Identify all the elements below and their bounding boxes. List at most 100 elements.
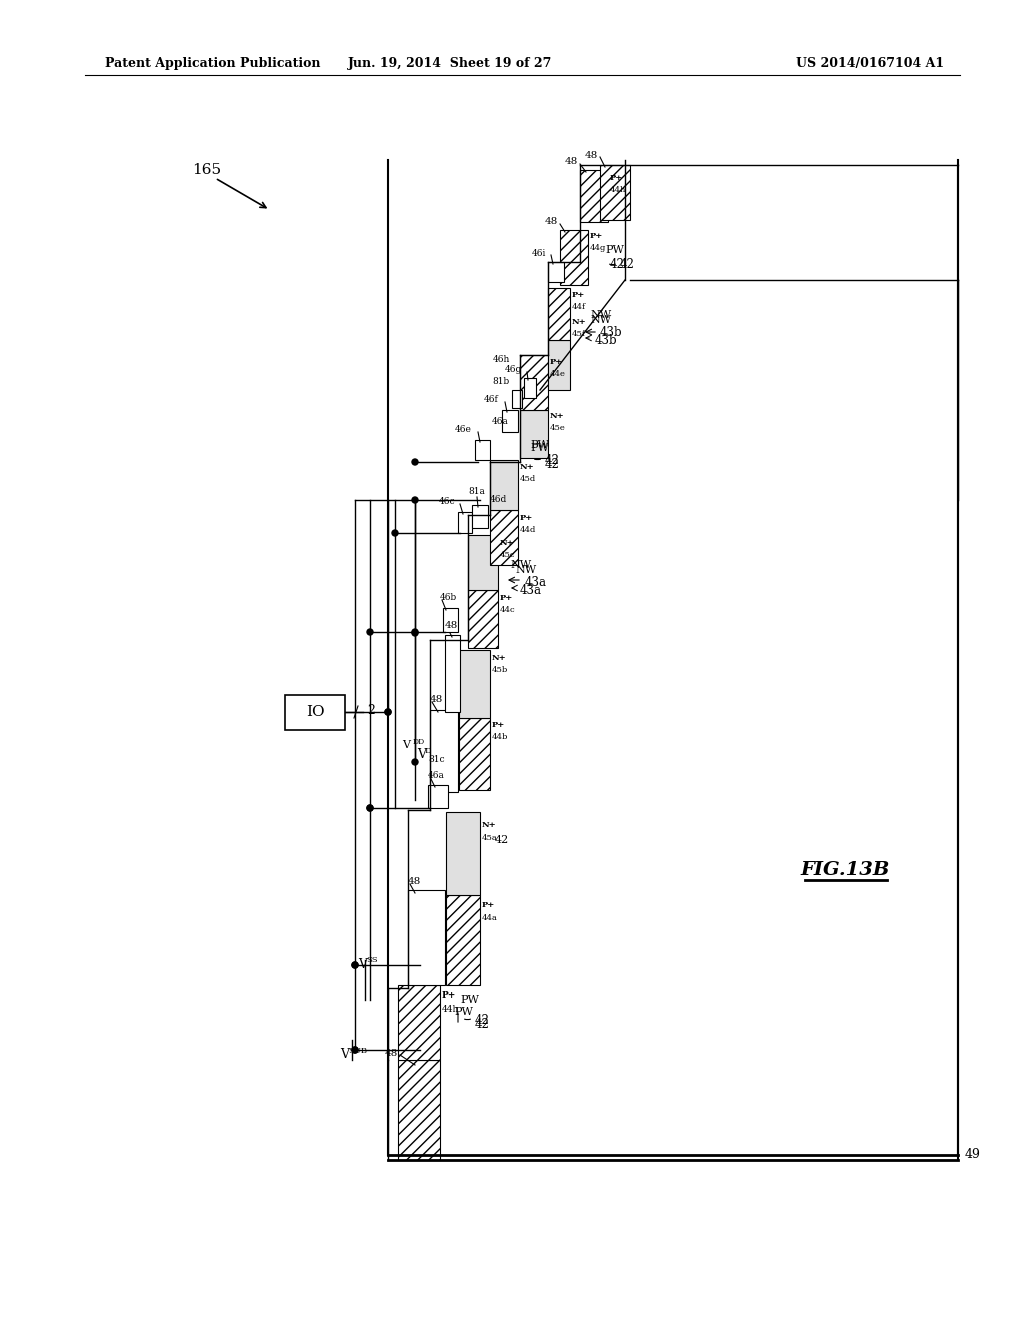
Text: 45b: 45b: [492, 667, 508, 675]
Text: 48: 48: [408, 878, 421, 887]
Bar: [520, 355, 548, 411]
Text: 44e: 44e: [550, 370, 566, 378]
Text: SUB: SUB: [348, 1047, 367, 1055]
Text: 48: 48: [430, 696, 443, 705]
Text: 48: 48: [565, 157, 578, 166]
Text: P+: P+: [610, 174, 624, 182]
Text: 46d: 46d: [490, 495, 507, 504]
Text: V: V: [417, 748, 426, 762]
Text: NW: NW: [515, 565, 537, 576]
Bar: [398, 1060, 440, 1160]
Text: N+: N+: [550, 412, 564, 420]
Text: 44g: 44g: [590, 244, 606, 252]
Bar: [600, 165, 630, 220]
Text: 48: 48: [385, 1048, 398, 1057]
Text: N+: N+: [482, 821, 497, 829]
Circle shape: [367, 805, 373, 810]
Text: 46g: 46g: [505, 366, 522, 375]
Text: 81c: 81c: [428, 755, 444, 764]
Text: 44h: 44h: [442, 1006, 460, 1015]
Text: 46h: 46h: [493, 355, 510, 364]
Circle shape: [352, 962, 358, 968]
Circle shape: [412, 630, 418, 635]
Text: P+: P+: [442, 991, 457, 1001]
Circle shape: [385, 709, 391, 715]
Text: 48: 48: [445, 620, 459, 630]
Bar: [475, 440, 490, 459]
Circle shape: [392, 531, 398, 536]
Bar: [285, 696, 345, 730]
Text: 42: 42: [495, 836, 509, 845]
Text: V: V: [358, 958, 367, 972]
Text: 46c: 46c: [438, 498, 455, 507]
Text: 42: 42: [475, 1014, 489, 1027]
Text: DD: DD: [425, 747, 438, 755]
Text: 42: 42: [610, 259, 625, 272]
Bar: [502, 411, 518, 432]
Text: 46i: 46i: [531, 248, 546, 257]
Text: P+: P+: [572, 290, 586, 300]
Text: 45f: 45f: [572, 330, 586, 338]
Bar: [446, 812, 480, 895]
Text: DD: DD: [413, 738, 425, 746]
Text: 43a: 43a: [525, 576, 547, 589]
Text: PW: PW: [530, 440, 549, 450]
Text: NW: NW: [590, 315, 611, 325]
Text: 46a: 46a: [492, 417, 509, 426]
Bar: [548, 261, 564, 282]
Text: SS: SS: [366, 956, 378, 964]
Circle shape: [367, 630, 373, 635]
Bar: [445, 635, 460, 711]
Text: 81a: 81a: [468, 487, 485, 496]
Text: NW: NW: [510, 560, 531, 570]
Text: P+: P+: [590, 232, 603, 240]
Text: Jun. 19, 2014  Sheet 19 of 27: Jun. 19, 2014 Sheet 19 of 27: [348, 57, 552, 70]
Text: P+: P+: [482, 902, 496, 909]
Bar: [459, 649, 490, 718]
Text: 43b: 43b: [600, 326, 623, 339]
Text: IO: IO: [306, 705, 325, 719]
Text: 49: 49: [965, 1148, 981, 1162]
Text: US 2014/0167104 A1: US 2014/0167104 A1: [796, 57, 944, 70]
Bar: [490, 510, 518, 565]
Text: 45c: 45c: [500, 550, 515, 558]
Bar: [443, 609, 458, 632]
Text: P+: P+: [500, 594, 513, 602]
Text: PW: PW: [530, 444, 549, 453]
Text: V: V: [340, 1048, 349, 1061]
Text: 42: 42: [545, 454, 560, 466]
Bar: [548, 288, 570, 341]
Bar: [560, 230, 588, 285]
Bar: [459, 718, 490, 789]
Text: 2: 2: [367, 704, 375, 717]
Text: 48: 48: [545, 218, 558, 227]
Bar: [490, 459, 518, 510]
Text: 46b: 46b: [440, 594, 458, 602]
Text: 44b: 44b: [492, 733, 508, 741]
Text: 46e: 46e: [455, 425, 472, 434]
Bar: [548, 341, 570, 389]
Text: 45a: 45a: [482, 834, 498, 842]
Text: NW: NW: [590, 310, 611, 319]
Bar: [472, 506, 488, 528]
Text: 42: 42: [620, 259, 635, 272]
Bar: [468, 590, 498, 648]
Text: N+: N+: [492, 653, 507, 663]
Text: 43a: 43a: [520, 583, 542, 597]
Text: 45d: 45d: [520, 475, 537, 483]
Bar: [512, 389, 522, 408]
Circle shape: [352, 1047, 358, 1053]
Bar: [520, 411, 548, 458]
Text: 44c: 44c: [500, 606, 516, 614]
Bar: [398, 985, 440, 1060]
Text: N+: N+: [500, 539, 515, 546]
Bar: [580, 170, 608, 222]
Bar: [408, 890, 445, 985]
Text: 44d: 44d: [520, 525, 537, 535]
Text: 43b: 43b: [595, 334, 617, 346]
Circle shape: [367, 805, 373, 810]
Text: Patent Application Publication: Patent Application Publication: [105, 57, 321, 70]
Circle shape: [385, 709, 391, 715]
Text: PW: PW: [460, 995, 479, 1005]
Text: 81b: 81b: [493, 378, 510, 387]
